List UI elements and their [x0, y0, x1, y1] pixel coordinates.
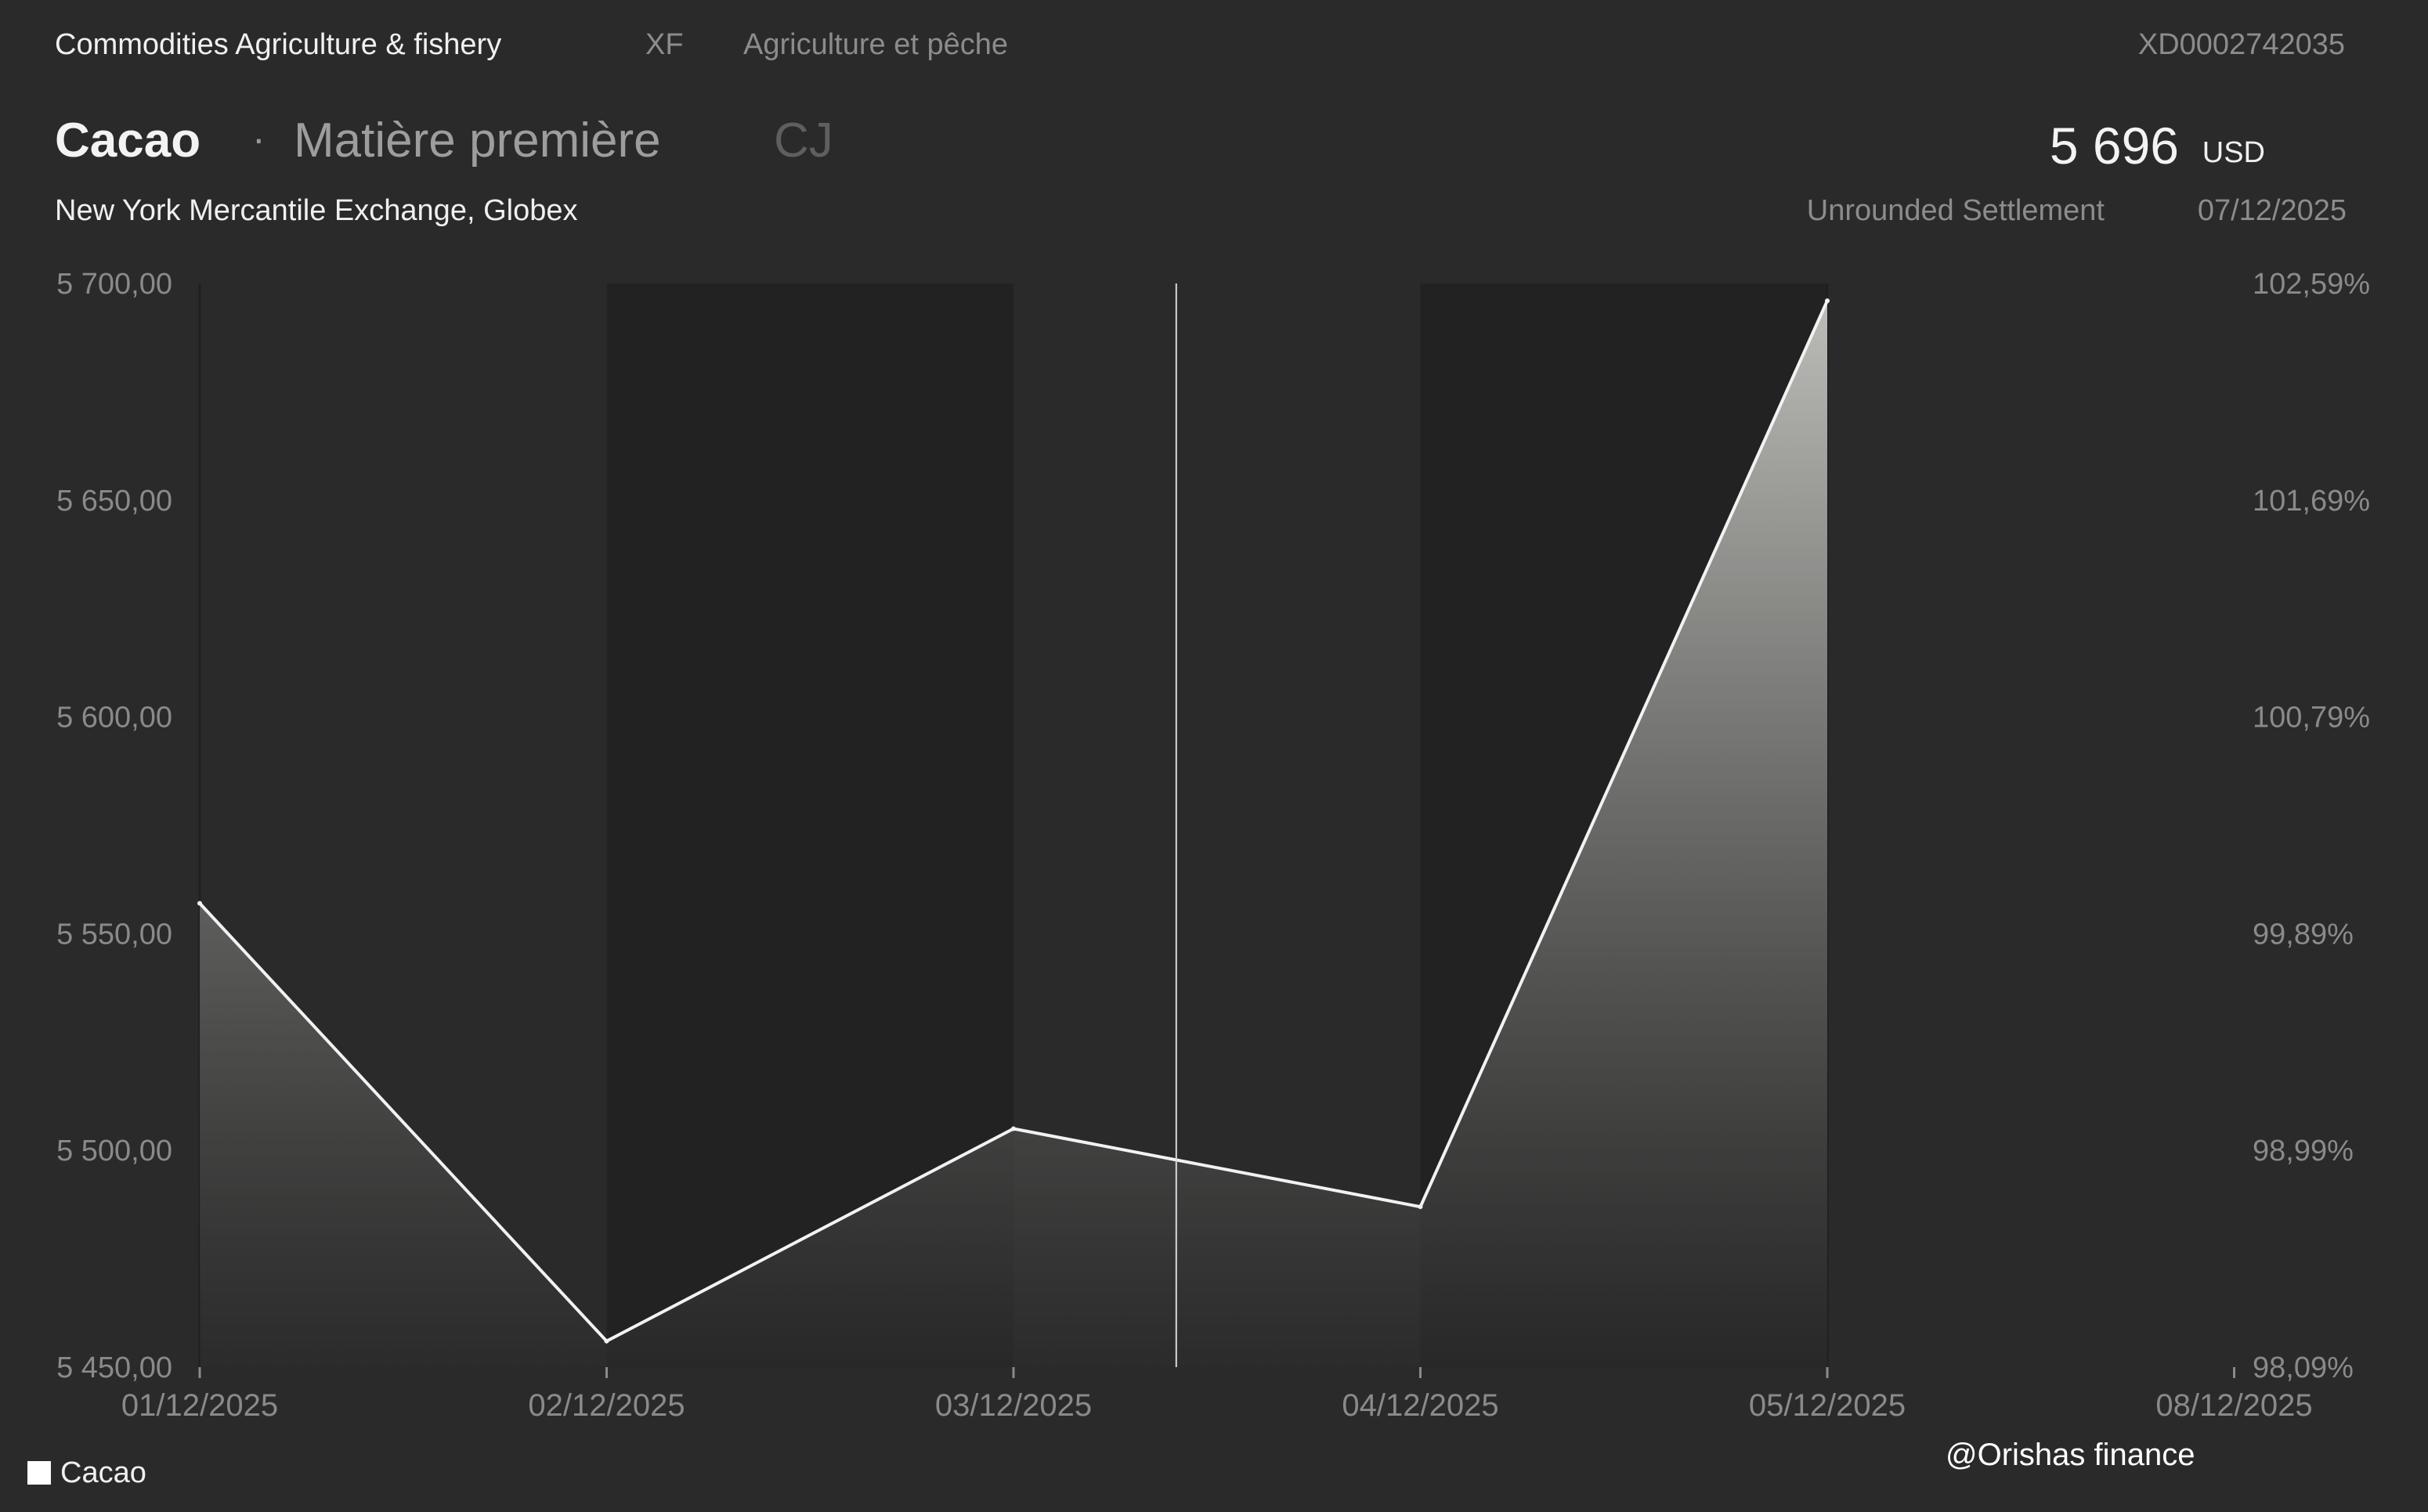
x-tick-label: 04/12/2025	[1342, 1388, 1498, 1423]
breadcrumb[interactable]: Commodities Agriculture & fishery	[55, 28, 502, 61]
y2-tick-label: 98,09%	[2253, 1351, 2354, 1384]
y-axis-labels: 5 450,00 5 500,00 5 550,00 5 600,00 5 650,00…	[56, 268, 172, 1384]
y-tick-label: 5 700,00	[56, 268, 172, 301]
category-label: Agriculture et pêche	[743, 28, 1008, 61]
exchange-name: New York Mercantile Exchange, Globex	[55, 194, 578, 227]
y-tick-label: 5 550,00	[56, 918, 172, 951]
data-point	[1011, 1126, 1016, 1131]
x-tick-label: 05/12/2025	[1749, 1388, 1906, 1423]
y2-axis-labels: 98,09% 98,99% 99,89% 100,79% 101,69% 102,59%	[2253, 268, 2370, 1384]
data-point	[604, 1338, 609, 1344]
y-tick-label: 5 450,00	[56, 1351, 172, 1384]
legend[interactable]: Cacao	[27, 1456, 146, 1490]
series-layer	[197, 298, 1830, 1368]
settlement-date: 07/12/2025	[2197, 194, 2347, 227]
currency-label: USD	[2202, 136, 2265, 169]
x-tick-label: 03/12/2025	[935, 1388, 1092, 1423]
data-point	[197, 900, 202, 906]
x-tick-label: 01/12/2025	[121, 1388, 278, 1423]
data-point	[1418, 1204, 1423, 1210]
legend-label: Cacao	[60, 1456, 146, 1489]
legend-swatch	[27, 1461, 51, 1485]
title-separator: ·	[252, 117, 266, 161]
series-area	[200, 301, 1827, 1368]
y2-tick-label: 101,69%	[2253, 485, 2370, 518]
x-tick-label: 08/12/2025	[2155, 1388, 2312, 1423]
y2-tick-label: 100,79%	[2253, 702, 2370, 734]
x-axis: 01/12/2025 02/12/2025 03/12/2025 04/12/2025…	[121, 1367, 2313, 1423]
x-tick-label: 02/12/2025	[528, 1388, 685, 1423]
y2-tick-label: 102,59%	[2253, 268, 2370, 301]
last-price: 5 696	[2049, 117, 2179, 175]
ticker-symbol: CJ	[774, 114, 833, 168]
y-tick-label: 5 600,00	[56, 702, 172, 734]
y-tick-label: 5 650,00	[56, 485, 172, 518]
data-point	[1825, 298, 1830, 304]
settlement-label: Unrounded Settlement	[1806, 194, 2105, 227]
y2-tick-label: 98,99%	[2253, 1135, 2354, 1167]
instrument-title: Cacao	[55, 114, 201, 168]
watermark: @Orishas finance	[1946, 1438, 2195, 1472]
instrument-type: Matière première	[294, 114, 661, 168]
y-tick-label: 5 500,00	[56, 1135, 172, 1167]
market-code: XF	[645, 28, 684, 61]
isin-code: XD0002742035	[2137, 28, 2345, 61]
y2-tick-label: 99,89%	[2253, 918, 2354, 951]
